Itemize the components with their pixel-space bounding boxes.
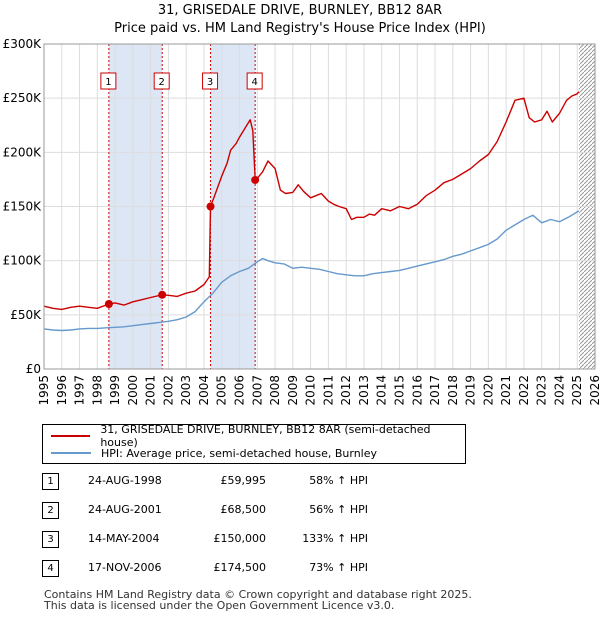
x-tick-label: 2005 [215, 375, 229, 406]
sale-number: 4 [42, 560, 59, 577]
x-tick-label: 1996 [55, 375, 69, 406]
sale-point [251, 175, 260, 184]
x-tick-label: 2013 [357, 375, 371, 406]
x-tick-label: 2022 [517, 375, 531, 406]
legend-item-property: 31, GRISEDALE DRIVE, BURNLEY, BB12 8AR (… [51, 423, 465, 449]
price-chart: 1 2 3 4 £0 £50K £100K £150K £200K £250K £300K 1995… [3, 37, 600, 406]
chart-title: 31, GRISEDALE DRIVE, BURNLEY, BB12 8AR [157, 3, 443, 18]
sale-marker-box [202, 72, 219, 90]
x-tick-label: 2014 [375, 375, 389, 406]
sale-number: 2 [42, 502, 59, 519]
sale-price: £150,000 [213, 532, 267, 545]
x-tick-label: 2011 [321, 375, 335, 406]
x-tick-label: 1997 [73, 375, 87, 406]
sale-marker-box [100, 72, 117, 90]
x-tick-label: 2025 [570, 375, 584, 406]
x-tick-label: 2001 [144, 375, 158, 406]
sale-point [206, 202, 215, 211]
plot-border [43, 43, 596, 370]
sale-row: 1 24-AUG-1998 £59,995 58% ↑ HPI [42, 471, 382, 500]
x-tick-label: 2004 [197, 375, 211, 406]
x-tick-label: 1995 [37, 375, 51, 406]
sale-date: 24-AUG-2001 [88, 503, 162, 516]
sale-price: £174,500 [213, 561, 267, 574]
chart-subtitle: Price paid vs. HM Land Registry's House … [114, 21, 486, 36]
chart-legend: 31, GRISEDALE DRIVE, BURNLEY, BB12 8AR (… [42, 423, 466, 464]
x-tick-label: 2002 [161, 375, 175, 406]
sale-point [104, 300, 113, 309]
sale-row: 2 24-AUG-2001 £68,500 56% ↑ HPI [42, 500, 382, 529]
x-tick-label: 2016 [410, 375, 424, 406]
footer-line-1: Contains HM Land Registry data © Crown c… [44, 588, 472, 601]
sale-date: 24-AUG-1998 [88, 474, 162, 487]
x-tick-label: 2015 [392, 375, 406, 406]
sale-price: £68,500 [220, 503, 267, 516]
x-tick-label: 1999 [108, 375, 122, 406]
sale-row: 3 14-MAY-2004 £150,000 133% ↑ HPI [42, 529, 382, 558]
sale-hpi-change: 133% ↑ HPI [302, 532, 368, 545]
sale-marker-label: 1 [105, 77, 111, 88]
sale-number: 3 [42, 531, 59, 548]
sale-hpi-change: 73% ↑ HPI [309, 561, 368, 574]
x-tick-label: 2010 [304, 375, 318, 406]
x-tick-label: 2009 [286, 375, 300, 406]
x-tick-label: 2008 [268, 375, 282, 406]
x-tick-label: 2026 [588, 375, 600, 406]
sale-marker-label: 4 [251, 77, 257, 88]
x-tick-label: 2019 [464, 375, 478, 406]
legend-item-hpi: HPI: Average price, semi-detached house,… [51, 445, 377, 461]
x-tick-label: 2023 [535, 375, 549, 406]
y-tick-label: £0 [26, 362, 41, 376]
x-tick-label: 2006 [233, 375, 247, 406]
x-tick-label: 2020 [481, 375, 495, 406]
x-tick-label: 2012 [339, 375, 353, 406]
x-tick-label: 2000 [126, 375, 140, 406]
hpi-line [43, 210, 580, 332]
x-tick-label: 2021 [499, 375, 513, 406]
x-tick-label: 2018 [446, 375, 460, 406]
sale-row: 4 17-NOV-2006 £174,500 73% ↑ HPI [42, 558, 382, 587]
sale-date: 14-MAY-2004 [88, 532, 160, 545]
y-tick-label: £100K [3, 254, 43, 268]
footer-attribution: Contains HM Land Registry data © Crown c… [44, 589, 472, 611]
sale-point [158, 290, 167, 299]
x-tick-label: 2017 [428, 375, 442, 406]
y-tick-label: £50K [10, 308, 42, 322]
sale-marker-label: 2 [159, 77, 165, 88]
legend-swatch-hpi [51, 452, 91, 454]
legend-label-property: 31, GRISEDALE DRIVE, BURNLEY, BB12 8AR (… [100, 423, 431, 449]
sale-marker-box [246, 72, 263, 90]
sale-hpi-change: 58% ↑ HPI [309, 474, 368, 487]
x-tick-label: 2007 [250, 375, 264, 406]
x-tick-label: 1998 [90, 375, 104, 406]
sale-marker-box [153, 72, 170, 90]
legend-swatch-property [51, 435, 91, 437]
footer-line-2: This data is licensed under the Open Gov… [44, 599, 395, 612]
sale-price: £59,995 [220, 474, 267, 487]
legend-label-hpi: HPI: Average price, semi-detached house,… [101, 446, 378, 460]
y-tick-label: £300K [3, 37, 43, 51]
sale-date: 17-NOV-2006 [88, 561, 162, 574]
x-tick-label: 2024 [552, 375, 566, 406]
y-tick-label: £250K [3, 91, 43, 105]
sale-hpi-change: 56% ↑ HPI [309, 503, 368, 516]
sales-table: 1 24-AUG-1998 £59,995 58% ↑ HPI 2 24-AUG… [42, 471, 382, 587]
sale-marker-label: 3 [207, 77, 213, 88]
sale-number: 1 [42, 473, 59, 490]
y-tick-label: £200K [3, 145, 43, 159]
x-tick-label: 2003 [179, 375, 193, 406]
y-tick-label: £150K [3, 200, 43, 214]
